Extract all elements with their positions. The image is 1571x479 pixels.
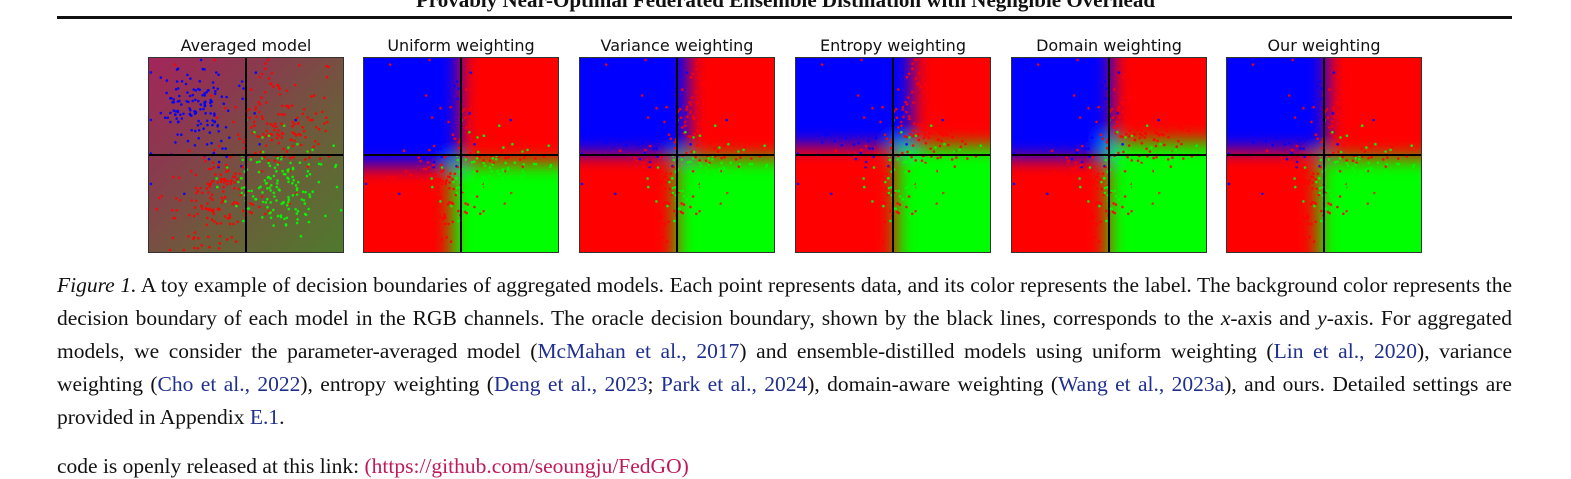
panel-title: Variance weighting <box>600 36 754 55</box>
plot-svg <box>1227 58 1421 252</box>
panel-entropy: Entropy weighting <box>795 35 991 253</box>
body-text-partial: code is openly released at this link: (h… <box>57 454 1512 479</box>
plot-svg <box>1012 58 1206 252</box>
header-rule <box>57 16 1512 19</box>
caption-text: ), entropy weighting ( <box>300 372 494 396</box>
citation-link[interactable]: Lin et al., 2020 <box>1273 339 1418 363</box>
panel-uniform: Uniform weighting <box>363 35 559 253</box>
caption-text: ), domain-aware weighting ( <box>807 372 1059 396</box>
caption-text: . <box>279 405 285 429</box>
decision-plot-uniform <box>363 57 559 253</box>
citation-link[interactable]: Park et al., 2024 <box>660 372 808 396</box>
panel-averaged: Averaged model <box>148 35 344 253</box>
panel-title: Averaged model <box>180 36 312 55</box>
caption-text: ; <box>647 372 661 396</box>
panel-title: Domain weighting <box>1036 36 1182 55</box>
citation-link[interactable]: Deng et al., 2023 <box>493 372 648 396</box>
body-text: code is openly released at this link: <box>57 454 365 478</box>
figure-caption: Figure 1. A toy example of decision boun… <box>57 269 1512 434</box>
plot-svg <box>149 58 343 252</box>
caption-text: ), and ours. Detailed settings are provi… <box>57 372 1512 429</box>
decision-plot-averaged <box>148 57 344 253</box>
panel-title: Uniform weighting <box>387 36 535 55</box>
caption-text: -axis. For aggregated models, we conside… <box>57 306 1512 363</box>
plot-svg <box>796 58 990 252</box>
code-link[interactable]: (https://github.com/seoungju/FedGO) <box>364 454 689 478</box>
figure-label: Figure 1. <box>57 273 137 297</box>
math-y: y <box>1317 306 1327 330</box>
plot-svg <box>364 58 558 252</box>
citation-link[interactable]: Cho et al., 2022 <box>157 372 301 396</box>
citation-link[interactable]: Wang et al., 2023a <box>1058 372 1225 396</box>
math-x: x <box>1220 306 1231 330</box>
caption-text: -axis and <box>1230 306 1318 330</box>
appendix-link[interactable]: E.1 <box>249 405 280 429</box>
citation-link[interactable]: McMahan et al., 2017 <box>537 339 740 363</box>
plot-svg <box>580 58 774 252</box>
running-title: Provably Near-Optimal Federated Ensemble… <box>415 0 1156 12</box>
decision-plot-domain <box>1011 57 1207 253</box>
decision-plot-ours <box>1226 57 1422 253</box>
caption-text: ) and ensemble-distilled models using un… <box>739 339 1274 363</box>
caption-text: ), variance weighting ( <box>57 339 1512 396</box>
panel-title: Our weighting <box>1267 36 1381 55</box>
panel-ours: Our weighting <box>1226 35 1422 253</box>
decision-plot-variance <box>579 57 775 253</box>
panel-variance: Variance weighting <box>579 35 775 253</box>
caption-text: A toy example of decision boundaries of … <box>57 273 1512 330</box>
panel-title: Entropy weighting <box>820 36 966 55</box>
decision-plot-entropy <box>795 57 991 253</box>
panel-domain: Domain weighting <box>1011 35 1207 253</box>
